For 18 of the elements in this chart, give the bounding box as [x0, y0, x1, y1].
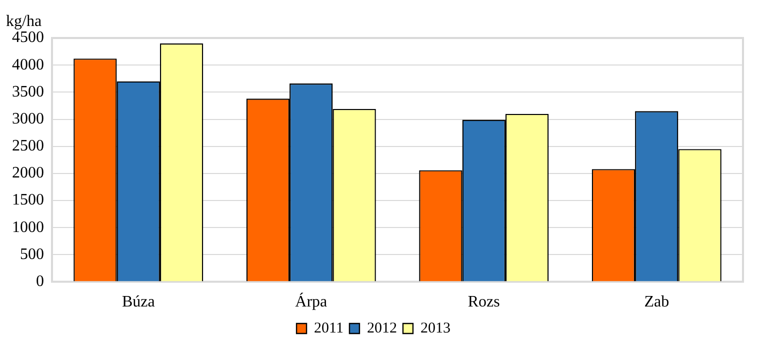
y-tick-label: 4000 [12, 56, 44, 74]
legend-label: 2012 [366, 320, 397, 336]
x-tick-label: Rozs [468, 294, 500, 311]
y-axis-title: kg/ha [6, 13, 42, 30]
y-tick-label: 3500 [12, 83, 44, 100]
legend-label: 2011 [314, 320, 344, 336]
x-tick-label: Zab [644, 294, 670, 311]
y-tick-label: 4500 [12, 29, 44, 46]
x-tick-label: Árpa [295, 292, 328, 311]
y-tick-label: 2500 [12, 138, 44, 155]
x-tick-label: Búza [122, 294, 155, 311]
y-tick-label: 3000 [12, 110, 44, 128]
y-tick-label: 1500 [12, 192, 44, 209]
y-tick-label: 1000 [12, 218, 44, 236]
y-tick-label: 2000 [12, 164, 44, 182]
legend-label: 2013 [420, 320, 450, 336]
y-tick-label: 0 [36, 273, 44, 290]
y-tick-label: 500 [20, 246, 44, 263]
